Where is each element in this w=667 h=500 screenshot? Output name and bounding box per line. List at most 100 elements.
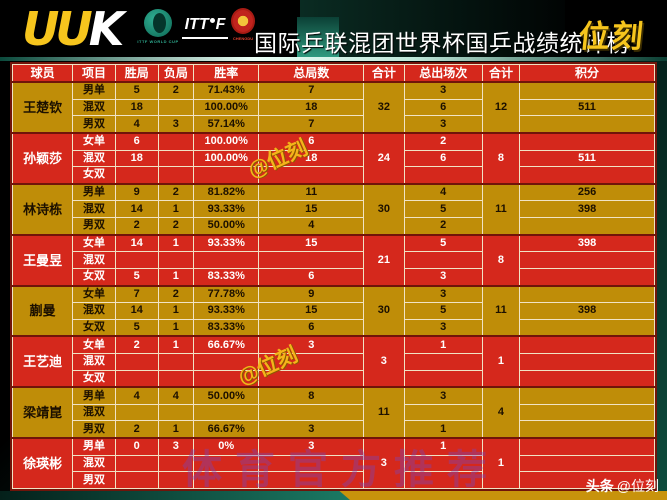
total-games-cell: 24: [363, 131, 405, 185]
losses-cell: 1: [157, 267, 195, 287]
win-rate-cell: 77.78%: [192, 284, 260, 304]
games-cell: 6: [258, 318, 365, 337]
event-cell: 混双: [72, 353, 116, 371]
appearances-cell: [403, 251, 483, 269]
weike-handle: @位刻: [616, 478, 659, 494]
event-cell: 女单: [72, 335, 116, 355]
wins-cell: [114, 403, 159, 422]
losses-cell: [157, 369, 195, 388]
win-rate-cell: 50.00%: [192, 216, 260, 236]
losses-cell: 2: [157, 182, 195, 202]
points-cell: [519, 403, 655, 422]
wins-cell: 18: [114, 98, 159, 117]
total-appearances-cell: 1: [481, 437, 521, 490]
uuk-letter: U: [22, 2, 59, 56]
total-games-cell: 3: [363, 437, 405, 490]
points-cell: [519, 115, 655, 134]
games-cell: 7: [258, 80, 365, 100]
games-cell: [258, 166, 365, 185]
col-header-appearances: 总出场次: [403, 64, 483, 83]
player-name: 林诗栋: [11, 182, 74, 236]
col-header-event: 项目: [72, 64, 116, 83]
total-appearances-cell: 1: [481, 335, 521, 388]
games-cell: 11: [258, 182, 365, 202]
points-cell: 398: [519, 200, 655, 218]
stats-row: 林诗栋 男单 9 2 81.82% 11 30 4 11 256: [11, 182, 655, 236]
appearances-cell: 5: [403, 302, 483, 320]
event-cell: 男双: [72, 216, 116, 236]
total-games-cell: 3: [363, 335, 405, 388]
total-appearances-cell: 11: [481, 284, 521, 337]
event-cell: 混双: [72, 454, 116, 473]
player-name: 王楚钦: [11, 81, 74, 134]
col-header-points: 积分: [519, 64, 655, 83]
losses-cell: 1: [157, 335, 195, 355]
win-rate-cell: [192, 403, 260, 422]
win-rate-cell: [192, 251, 260, 269]
col-header-total-games: 总局数: [258, 64, 365, 83]
win-rate-cell: 57.14%: [192, 115, 260, 134]
win-rate-cell: 66.67%: [192, 420, 260, 439]
event-cell: 男单: [72, 80, 116, 100]
points-cell: 511: [519, 98, 655, 117]
points-cell: [519, 471, 655, 489]
total-games-cell: 30: [363, 182, 405, 236]
header-teal-block: [297, 17, 339, 57]
appearances-cell: [403, 403, 483, 422]
table-header-row: 球员 项目 胜局 负局 胜率 总局数 合计 总出场次 合计 积分: [11, 64, 655, 83]
col-header-games-sum: 合计: [363, 64, 405, 83]
points-cell: [519, 353, 655, 371]
points-cell: [519, 420, 655, 439]
losses-cell: [157, 149, 195, 168]
chengdu-emblem-icon: [231, 8, 255, 34]
wins-cell: 0: [114, 437, 159, 456]
losses-cell: [157, 166, 195, 185]
header-divider: [0, 57, 667, 61]
player-name: 蒯曼: [11, 284, 74, 337]
points-cell: [519, 251, 655, 269]
ittf-label-f: F: [215, 16, 226, 33]
stats-row: 王楚钦 男单 5 2 71.43% 7 32 3 12: [11, 80, 655, 134]
appearances-cell: [403, 369, 483, 388]
ittf-logo: ITT F: [182, 16, 228, 39]
total-appearances-cell: 4: [481, 386, 521, 439]
stats-row: 男双: [13, 471, 655, 489]
losses-cell: 1: [157, 302, 195, 320]
wins-cell: 14: [114, 200, 159, 218]
player-name: 梁靖崑: [11, 386, 74, 439]
wins-cell: 14: [114, 233, 159, 253]
event-cell: 女双: [72, 369, 116, 388]
appearances-cell: [403, 166, 483, 185]
points-cell: [519, 131, 655, 151]
total-games-cell: 32: [363, 81, 405, 134]
wins-cell: [114, 454, 159, 473]
appearances-cell: 1: [403, 335, 483, 355]
wins-cell: 2: [114, 335, 159, 355]
points-cell: [519, 386, 655, 405]
points-cell: [519, 284, 655, 304]
ittf-world-cup-label: ITTF WORLD CUP: [137, 39, 179, 44]
appearances-cell: 5: [403, 233, 483, 253]
points-cell: 398: [519, 302, 655, 320]
uuk-logo: UUK: [22, 2, 124, 56]
wins-cell: 4: [114, 386, 159, 405]
appearances-cell: 3: [403, 267, 483, 287]
total-appearances-cell: 8: [481, 233, 521, 286]
event-cell: 女双: [72, 267, 116, 287]
win-rate-cell: 83.33%: [192, 318, 260, 337]
win-rate-cell: 66.67%: [192, 335, 260, 355]
games-cell: 15: [258, 302, 365, 320]
stats-row: 王曼昱 女单 14 1 93.33% 15 21 5 8 398: [11, 233, 655, 286]
losses-cell: 2: [157, 80, 195, 100]
appearances-cell: 2: [403, 216, 483, 236]
event-cell: 女单: [72, 131, 116, 151]
stats-row: 混双: [13, 353, 655, 371]
win-rate-cell: 100.00%: [192, 149, 260, 168]
win-rate-cell: 83.33%: [192, 267, 260, 287]
appearances-cell: 3: [403, 318, 483, 337]
total-games-cell: 30: [363, 284, 405, 337]
win-rate-cell: [192, 471, 260, 489]
win-rate-cell: 100.00%: [192, 131, 260, 151]
col-header-player: 球员: [11, 64, 74, 83]
event-cell: 混双: [72, 98, 116, 117]
